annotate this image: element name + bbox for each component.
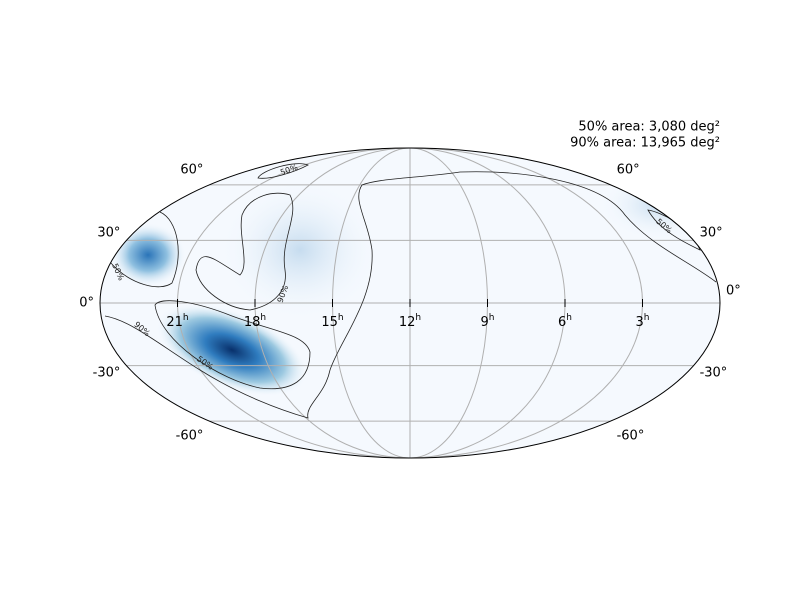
ra-label: 3h	[636, 313, 650, 330]
ra-label-number: 12	[399, 315, 416, 330]
annotation: 90% area: 13,965 deg²	[570, 136, 720, 151]
ra-label-unit: h	[183, 313, 189, 323]
ra-label-number: 9	[481, 315, 489, 330]
ra-label-number: 3	[636, 315, 644, 330]
dec-label-right: 30°	[700, 225, 723, 240]
ra-label-unit: h	[644, 313, 650, 323]
contours	[104, 163, 717, 419]
ra-label-unit: h	[338, 313, 344, 323]
ra-label-number: 15	[321, 315, 338, 330]
dec-label-right: -60°	[617, 429, 645, 444]
dec-label-right: 60°	[617, 162, 640, 177]
dec-label-right: 0°	[726, 284, 741, 299]
ra-label-unit: h	[260, 313, 266, 323]
dec-label-left: 30°	[97, 225, 120, 240]
ra-label-number: 6	[558, 315, 566, 330]
ra-label: 21h	[166, 313, 188, 330]
ra-label-unit: h	[415, 313, 421, 323]
ra-label-unit: h	[566, 313, 572, 323]
dec-label-left: -60°	[176, 429, 204, 444]
ra-label: 18h	[244, 313, 266, 330]
ra-label: 6h	[558, 313, 572, 330]
ra-label-number: 21	[166, 315, 183, 330]
dec-label-left: 60°	[180, 162, 203, 177]
ra-label: 15h	[321, 313, 343, 330]
ra-label-number: 18	[244, 315, 261, 330]
annotation: 50% area: 3,080 deg²	[578, 120, 720, 135]
dec-label-left: -30°	[93, 366, 121, 381]
dec-label-left: 0°	[79, 296, 94, 311]
ra-label: 9h	[481, 313, 495, 330]
ra-label-unit: h	[489, 313, 495, 323]
map-frame	[99, 147, 721, 459]
ra-label: 12h	[399, 313, 421, 330]
dec-label-right: -30°	[700, 366, 728, 381]
